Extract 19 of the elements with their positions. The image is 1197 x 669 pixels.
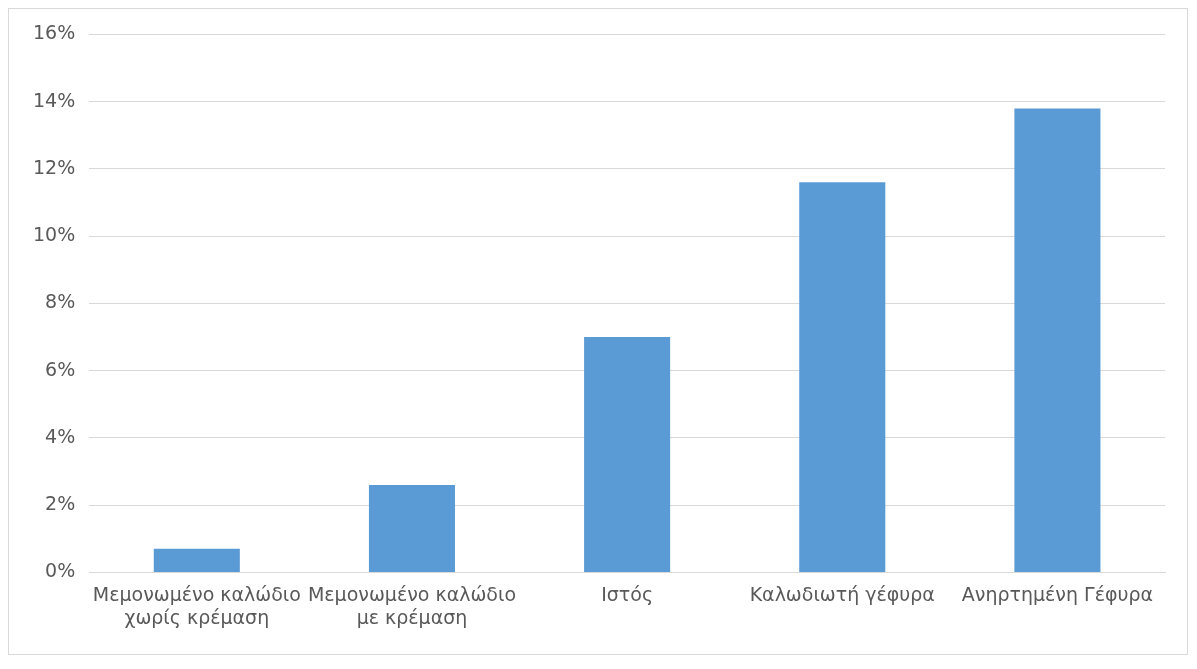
y-tick-label: 16% xyxy=(33,21,76,44)
x-tick-label: Ανηρτημένη Γέφυρα xyxy=(961,582,1154,605)
x-tick-label: Καλωδιωτή γέφυρα xyxy=(749,582,935,605)
bar xyxy=(153,548,240,572)
bar xyxy=(368,484,455,572)
y-tick-label: 10% xyxy=(33,223,76,246)
y-tick-label: 0% xyxy=(45,559,76,582)
y-tick-label: 14% xyxy=(33,88,76,111)
y-tick-label: 4% xyxy=(45,424,76,447)
y-tick-label: 2% xyxy=(45,492,76,515)
bar xyxy=(799,182,886,572)
y-tick-label: 8% xyxy=(45,290,76,313)
x-tick-label: Ιστός xyxy=(601,582,654,605)
y-tick-label: 12% xyxy=(33,155,76,178)
bar xyxy=(1014,108,1101,572)
x-tick-label: Μεμονωμένο καλώδιο χωρίς κρέμαση xyxy=(92,582,301,628)
x-tick-label: Μεμονωμένο καλώδιο με κρέμαση xyxy=(307,582,517,628)
bar xyxy=(584,337,671,572)
y-tick-label: 6% xyxy=(45,357,76,380)
